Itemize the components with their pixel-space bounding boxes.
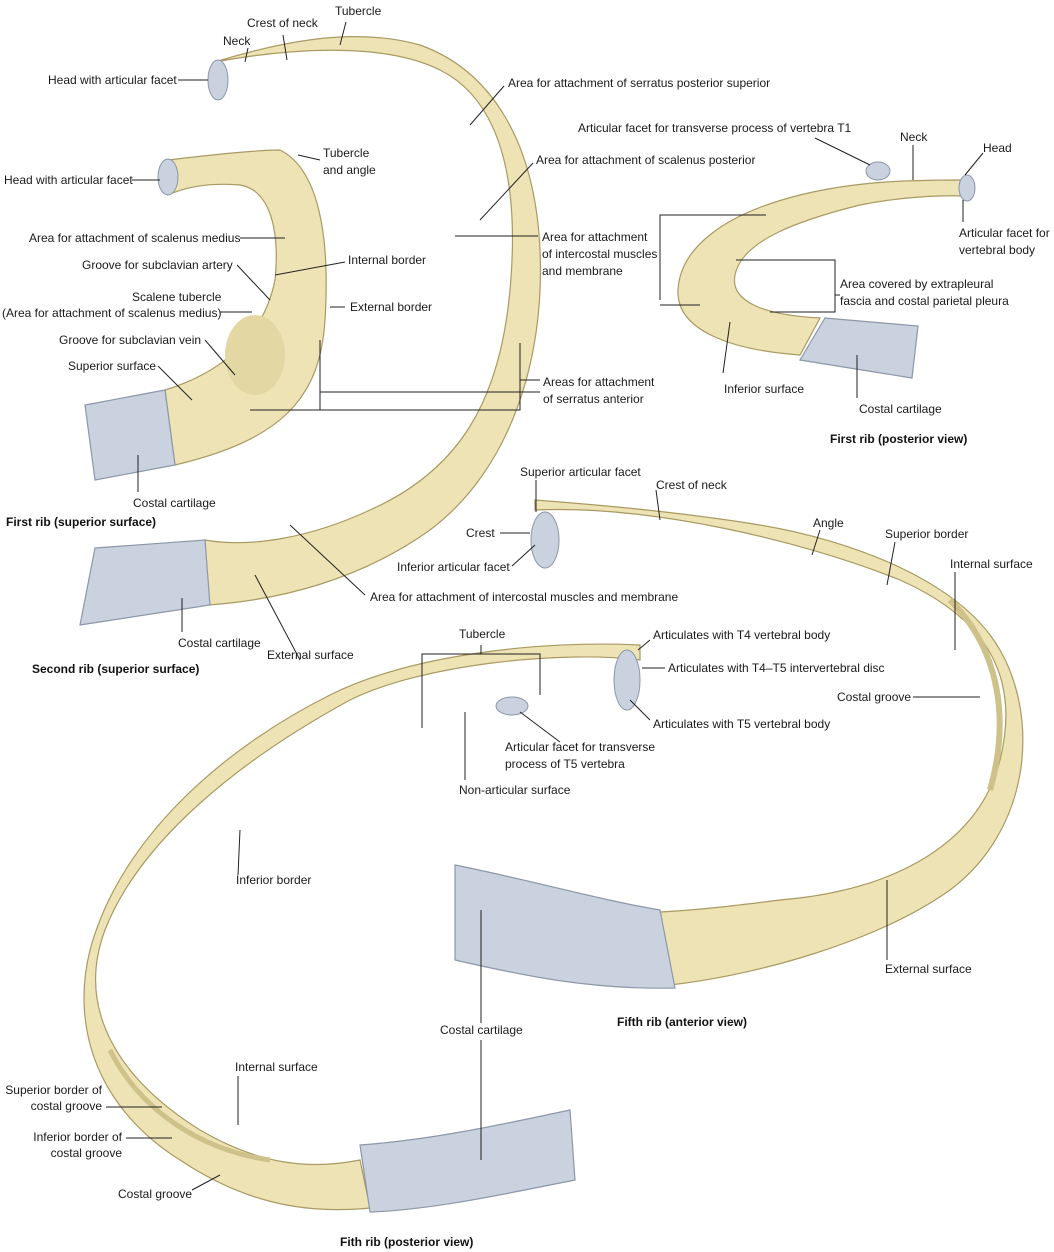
serratus-anterior-label-line-1: Areas for attachment <box>543 375 655 389</box>
intercostal-label-line-2: of intercostal muscles <box>542 247 658 261</box>
serratus-anterior-label-line-2: of serratus anterior <box>543 392 644 406</box>
first-rib-posterior-caption: First rib (posterior view) <box>830 432 968 446</box>
fifth-rib-posterior-caption: Fith rib (posterior view) <box>340 1235 474 1249</box>
non-articular-surface-label: Non-articular surface <box>459 783 571 797</box>
first-rib-superior-illustration <box>84 149 327 481</box>
fifth-rib-internal-surface-label: Internal surface <box>950 557 1033 571</box>
scalenus-posterior-label: Area for attachment of scalenus posterio… <box>536 153 756 167</box>
first-rib-superior-shaft <box>164 149 327 466</box>
second-rib-illustration <box>79 36 542 626</box>
intercostal-lower-label: Area for attachment of intercostal muscl… <box>370 590 679 604</box>
second-rib-head-label: Head with articular facet <box>48 73 177 87</box>
first-rib-posterior-head-facet <box>958 174 976 202</box>
scalenus-medius-label: Area for attachment of scalenus medius <box>29 231 241 245</box>
facet-t5-label-line-1: Articular facet for transverse <box>505 740 656 754</box>
superior-border-label: Superior border <box>885 527 969 541</box>
superior-articular-facet-label: Superior articular facet <box>520 465 641 479</box>
leader-lines <box>106 21 984 1191</box>
second-rib-neck-label: Neck <box>223 34 251 48</box>
scalene-tubercle-label-line-1: Scalene tubercle <box>132 290 222 304</box>
first-rib-posterior-tubercle-facet <box>865 161 891 181</box>
facet-t5-label-line-2: process of T5 vertebra <box>505 757 625 771</box>
first-rib-head-label: Head with articular facet <box>4 173 133 187</box>
pleura-label-line-1: Area covered by extrapleural <box>840 277 994 291</box>
internal-border-label: Internal border <box>348 253 427 267</box>
fifth-rib-posterior-costal-groove-label: Costal groove <box>118 1187 193 1201</box>
subclavian-vein-label: Groove for subclavian vein <box>59 333 202 347</box>
crest-label: Crest <box>466 526 495 540</box>
first-rib-superior-caption: First rib (superior surface) <box>6 515 157 529</box>
inferior-articular-facet-label: Inferior articular facet <box>397 560 510 574</box>
facet-vertebral-body-label-line-1: Articular facet for <box>959 226 1050 240</box>
fifth-rib-tubercle-facet <box>495 696 529 716</box>
facet-t1-label: Articular facet for transverse process o… <box>578 121 852 135</box>
inf-border-groove-label-line-2: costal groove <box>50 1146 122 1160</box>
inferior-border-label: Inferior border <box>236 873 312 887</box>
second-rib-cartilage <box>79 539 211 626</box>
fifth-rib-anterior-groove <box>947 597 1003 791</box>
pleura-label-line-2: fascia and costal parietal pleura <box>840 294 1009 308</box>
scalene-tubercle-label-line-2: (Area for attachment of scalenus medius) <box>2 306 222 320</box>
t5-body-label: Articulates with T5 vertebral body <box>653 717 831 731</box>
facet-vertebral-body-label-line-2: vertebral body <box>959 243 1036 257</box>
fifth-rib-costal-groove-label: Costal groove <box>837 690 912 704</box>
fifth-rib-anterior-caption: Fifth rib (anterior view) <box>617 1015 748 1029</box>
subclavian-artery-label: Groove for subclavian artery <box>82 258 233 272</box>
fifth-rib-tubercle-label: Tubercle <box>459 627 506 641</box>
first-rib-tubercle-label-line-2: and angle <box>323 163 376 177</box>
sup-border-groove-label-line-2: costal groove <box>30 1099 102 1113</box>
fifth-rib-posterior-cartilage <box>359 1109 576 1213</box>
external-border-label: External border <box>350 300 433 314</box>
second-rib-external-surface-label: External surface <box>267 648 354 662</box>
inferior-surface-label: Inferior surface <box>724 382 805 396</box>
fifth-rib-anterior-illustration <box>454 499 1024 989</box>
first-rib-superior-cartilage <box>84 389 176 481</box>
fifth-rib-anterior-shaft <box>534 499 1024 986</box>
fifth-rib-posterior-groove <box>107 1048 271 1163</box>
first-rib-posterior-shaft <box>677 179 966 356</box>
first-rib-posterior-head-label: Head <box>983 141 1012 155</box>
superior-surface-label: Superior surface <box>68 359 157 373</box>
fifth-rib-external-surface-label: External surface <box>885 962 972 976</box>
angle-label: Angle <box>813 516 844 530</box>
second-rib-tubercle-label: Tubercle <box>335 4 382 18</box>
fifth-rib-anterior-head-facet <box>530 511 560 569</box>
first-rib-posterior-neck-label: Neck <box>900 130 928 144</box>
fifth-rib-posterior-internal-surface-label: Internal surface <box>235 1060 318 1074</box>
first-rib-costal-cartilage-label: Costal cartilage <box>133 496 216 510</box>
inf-border-groove-label-line-1: Inferior border of <box>33 1130 122 1144</box>
intercostal-label-line-3: and membrane <box>542 264 623 278</box>
second-rib-caption: Second rib (superior surface) <box>32 662 200 676</box>
fifth-rib-posterior-illustration <box>83 643 641 1213</box>
t4-body-label: Articulates with T4 vertebral body <box>653 628 831 642</box>
first-rib-tubercle-label-line-1: Tubercle <box>323 146 370 160</box>
fifth-rib-anterior-cartilage <box>454 864 676 989</box>
sup-border-groove-label-line-1: Superior border of <box>5 1083 102 1097</box>
intercostal-label-line-1: Area for attachment <box>542 230 648 244</box>
t4t5-disc-label: Articulates with T4–T5 intervertebral di… <box>668 661 885 675</box>
second-rib-head-facet <box>207 59 229 101</box>
second-rib-costal-cartilage-label: Costal cartilage <box>178 636 261 650</box>
serratus-posterior-superior-label: Area for attachment of serratus posterio… <box>508 76 771 90</box>
first-rib-superior-head-facet <box>157 158 179 196</box>
first-rib-posterior-illustration <box>677 161 976 379</box>
first-rib-vein-groove <box>225 315 285 395</box>
fifth-rib-posterior-cartilage-label: Costal cartilage <box>440 1023 523 1037</box>
first-rib-posterior-cartilage-label: Costal cartilage <box>859 402 942 416</box>
fifth-rib-head-facet <box>613 649 641 711</box>
fifth-rib-crest-of-neck-label: Crest of neck <box>656 478 727 492</box>
second-rib-crest-of-neck-label: Crest of neck <box>247 16 318 30</box>
first-rib-posterior-cartilage <box>799 317 919 379</box>
